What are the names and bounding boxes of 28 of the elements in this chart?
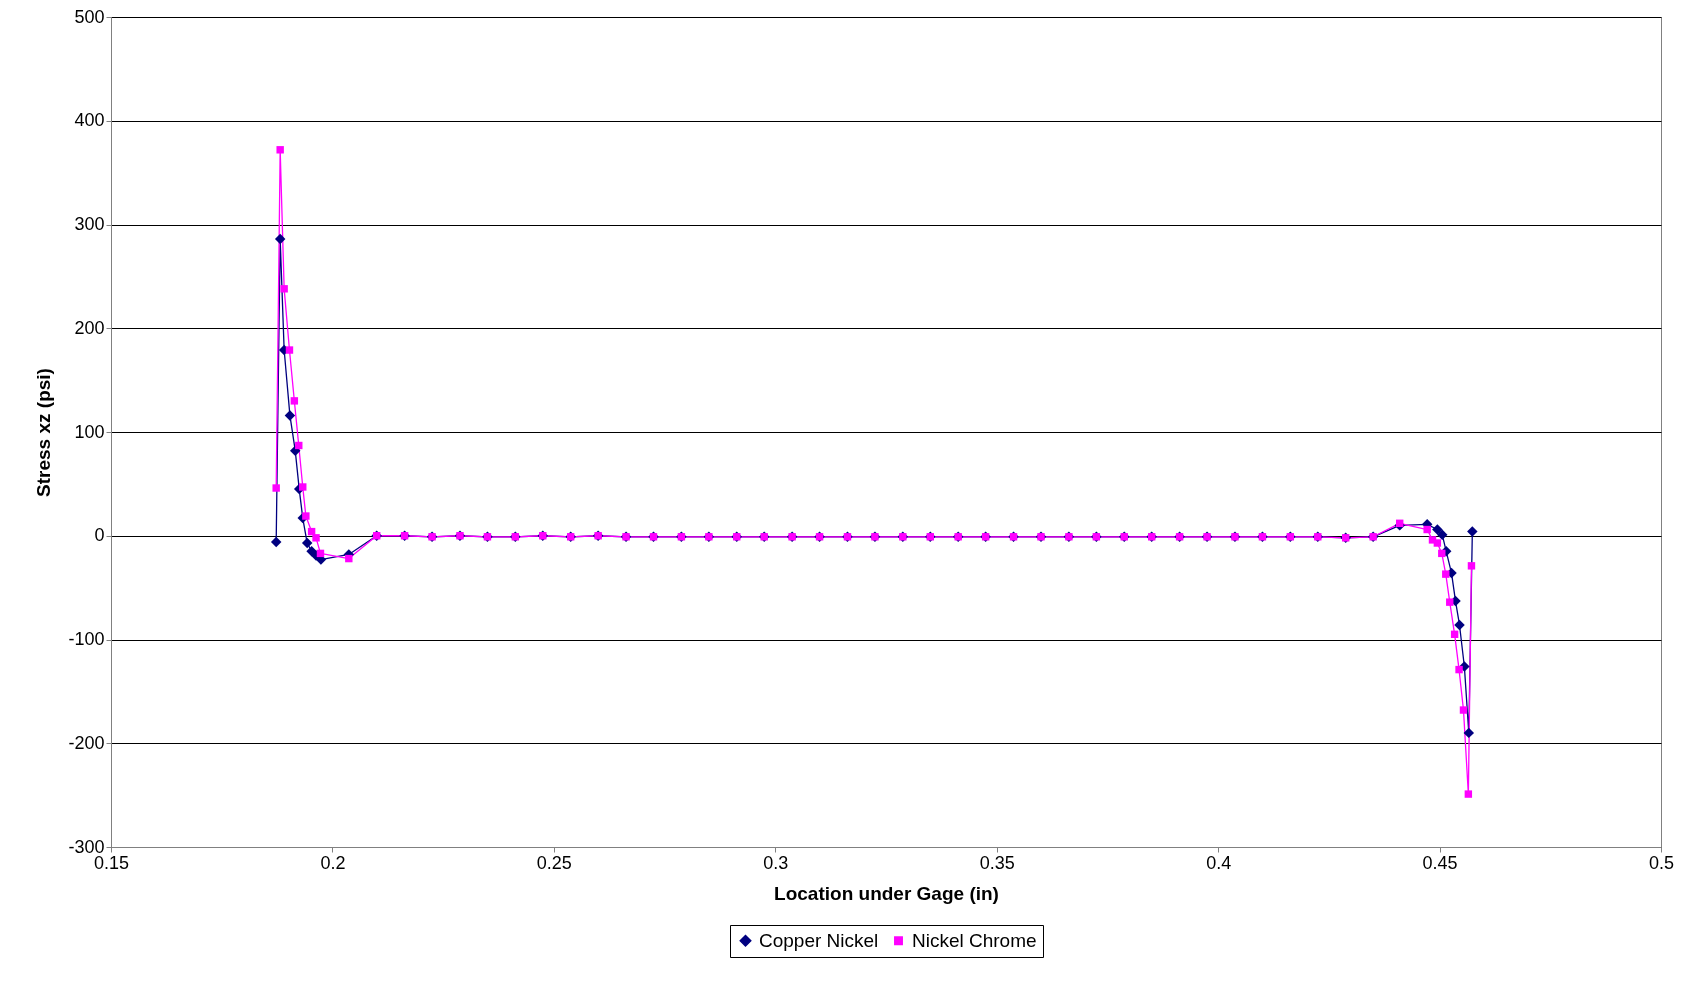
x-axis-title: Location under Gage (in) xyxy=(774,882,999,904)
point xyxy=(1454,619,1465,631)
legend-label: Nickel Chrome xyxy=(912,929,1037,951)
y-tick-label: 0 xyxy=(94,525,105,546)
x-tick-label: 0.45 xyxy=(1422,852,1458,873)
y-axis-title: Stress xz (psi) xyxy=(33,368,55,497)
point xyxy=(284,410,296,421)
point xyxy=(1436,529,1448,540)
y-tick-label: 500 xyxy=(74,6,105,27)
x-tick-label: 0.2 xyxy=(320,852,346,873)
point xyxy=(1467,526,1478,537)
x-tick-label: 0.25 xyxy=(536,852,572,873)
point xyxy=(274,233,286,245)
y-tick-label: 100 xyxy=(74,421,105,442)
point xyxy=(1463,727,1475,739)
y-tick-label: 300 xyxy=(74,214,105,234)
point xyxy=(270,536,282,548)
y-tick-label: 400 xyxy=(74,110,105,131)
point xyxy=(301,537,313,549)
x-tick-label: 0.3 xyxy=(763,852,789,873)
x-tick-label: 0.5 xyxy=(1648,852,1675,873)
y-tick-label: -200 xyxy=(68,732,105,753)
x-tick-label: 0.35 xyxy=(979,852,1015,873)
legend-label: Copper Nickel xyxy=(759,929,879,951)
y-tick-label: -100 xyxy=(68,629,105,649)
point xyxy=(1432,524,1443,535)
y-tick-label: 200 xyxy=(74,317,105,338)
x-tick-label: 0.4 xyxy=(1206,852,1232,873)
